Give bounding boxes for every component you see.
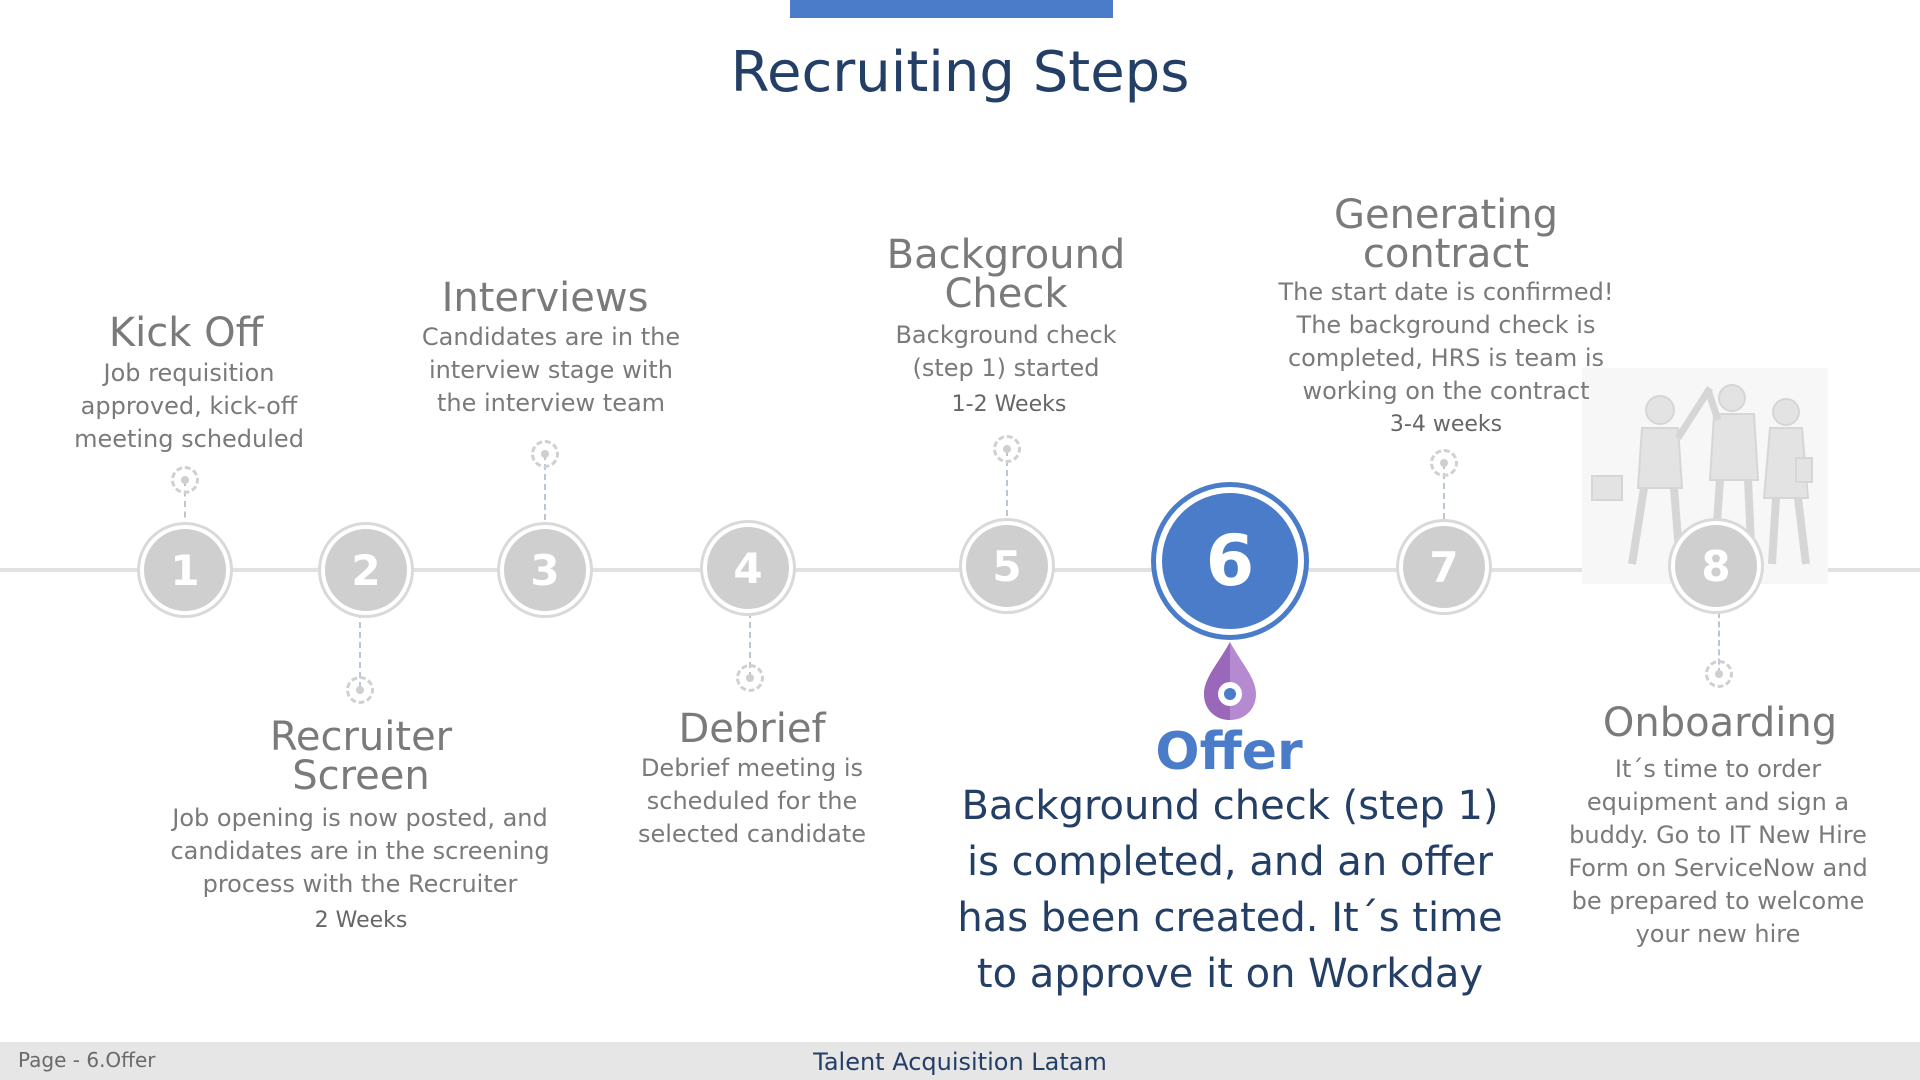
step-desc-6: Background check (step 1) is completed, …: [957, 778, 1502, 1002]
step-title-line: Check: [944, 271, 1068, 317]
connector-2: [359, 612, 361, 688]
step-desc-line: scheduled for the: [646, 787, 858, 815]
dashed-target-icon: [736, 664, 764, 692]
step-circle-8[interactable]: 8: [1671, 521, 1761, 611]
dashed-target-icon: [346, 676, 374, 704]
step-circle-5[interactable]: 5: [962, 521, 1052, 611]
step-desc-line: is completed, and an offer: [967, 839, 1493, 885]
step-desc-line: It´s time to order: [1614, 755, 1822, 783]
step-title-line: Interviews: [441, 275, 649, 321]
step-duration-2: 2 Weeks: [314, 908, 408, 933]
step-desc-line: process with the Recruiter: [202, 870, 518, 898]
step-desc-line: selected candidate: [637, 820, 867, 848]
step-desc-line: Debrief meeting is: [640, 754, 864, 782]
dashed-target-icon: [171, 466, 199, 494]
step-title-5: Background Check: [886, 232, 1126, 317]
step-desc-3: Candidates are in the interview stage wi…: [422, 321, 680, 420]
dashed-target-icon: [993, 435, 1021, 463]
dashed-target-icon: [531, 440, 559, 468]
step-desc-line: Job opening is now posted, and: [172, 804, 548, 832]
step-desc-2: Job opening is now posted, and candidate…: [170, 802, 549, 901]
connector-1: [184, 480, 186, 528]
step-desc-line: equipment and sign a: [1586, 788, 1850, 816]
step-duration-7: 3-4 weeks: [1389, 412, 1503, 437]
dashed-target-icon: [1430, 449, 1458, 477]
step-desc-line: be prepared to welcome: [1571, 887, 1865, 915]
step-desc-line: interview stage with: [429, 356, 673, 384]
step-circle-7[interactable]: 7: [1399, 522, 1489, 612]
step-desc-line: Candidates are in the: [421, 323, 681, 351]
step-desc-line: meeting scheduled: [74, 425, 304, 453]
step-title-1: Kick Off: [108, 310, 264, 356]
step-desc-line: approved, kick-off: [80, 392, 298, 420]
top-accent-bar: [790, 0, 1113, 18]
footer-bar: [0, 1042, 1920, 1080]
step-title-7: Generating contract: [1333, 192, 1559, 277]
step-title-line: Onboarding: [1602, 700, 1838, 746]
dashed-target-icon: [1705, 660, 1733, 688]
step-desc-line: Job requisition: [103, 359, 275, 387]
step-desc-line: buddy. Go to IT New Hire: [1569, 821, 1867, 849]
step-desc-line: your new hire: [1635, 920, 1801, 948]
step-circle-4[interactable]: 4: [703, 523, 793, 613]
step-desc-line: has been created. It´s time: [957, 895, 1503, 941]
step-desc-line: Form on ServiceNow and: [1568, 854, 1868, 882]
step-desc-line: completed, HRS is team is: [1287, 344, 1605, 372]
step-circle-1[interactable]: 1: [140, 525, 230, 615]
connector-4: [749, 612, 751, 678]
step-title-6: Offer: [1155, 722, 1303, 782]
step-desc-line: working on the contract: [1302, 377, 1590, 405]
step-desc-line: Background check: [895, 321, 1117, 349]
step-desc-1: Job requisition approved, kick-off meeti…: [74, 357, 304, 456]
step-title-line: Background: [886, 232, 1126, 278]
step-title-line: Debrief: [678, 706, 826, 752]
step-title-line: contract: [1362, 231, 1530, 277]
step-title-line: Kick Off: [108, 310, 264, 356]
connector-7: [1443, 463, 1445, 529]
timeline-line: [0, 568, 1920, 572]
step-title-2: Recruiter Screen: [269, 714, 453, 799]
step-title-8: Onboarding: [1602, 700, 1838, 746]
connector-8: [1718, 612, 1720, 674]
step-title-3: Interviews: [441, 275, 649, 321]
step-circle-6-active[interactable]: 6: [1156, 487, 1304, 635]
step-title-line: Recruiter: [269, 714, 453, 760]
page-title: Recruiting Steps: [730, 40, 1190, 105]
step-desc-line: Background check (step 1): [961, 783, 1499, 829]
footer-center-text: Talent Acquisition Latam: [813, 1048, 1107, 1076]
drop-pin-icon: [1204, 642, 1256, 720]
step-desc-line: The start date is confirmed!: [1278, 278, 1614, 306]
step-duration-5: 1-2 Weeks: [951, 392, 1067, 417]
step-desc-line: to approve it on Workday: [976, 951, 1484, 997]
step-title-line: Generating: [1333, 192, 1559, 238]
step-desc-8: It´s time to order equipment and sign a …: [1568, 753, 1867, 951]
step-desc-line: candidates are in the screening: [170, 837, 550, 865]
connector-5: [1006, 450, 1008, 526]
step-circle-2[interactable]: 2: [321, 525, 411, 615]
step-desc-4: Debrief meeting is scheduled for the sel…: [638, 752, 866, 851]
step-desc-line: the interview team: [436, 389, 666, 417]
step-desc-7: The start date is confirmed! The backgro…: [1279, 276, 1614, 408]
page-label: Page - 6.Offer: [18, 1048, 156, 1072]
step-desc-line: The background check is: [1296, 311, 1596, 339]
step-circle-3[interactable]: 3: [500, 525, 590, 615]
step-title-4: Debrief: [678, 706, 826, 752]
step-desc-line: (step 1) started: [912, 354, 1100, 382]
connector-3: [544, 454, 546, 530]
step-title-line: Screen: [292, 753, 430, 799]
step-desc-5: Background check (step 1) started: [895, 319, 1116, 385]
